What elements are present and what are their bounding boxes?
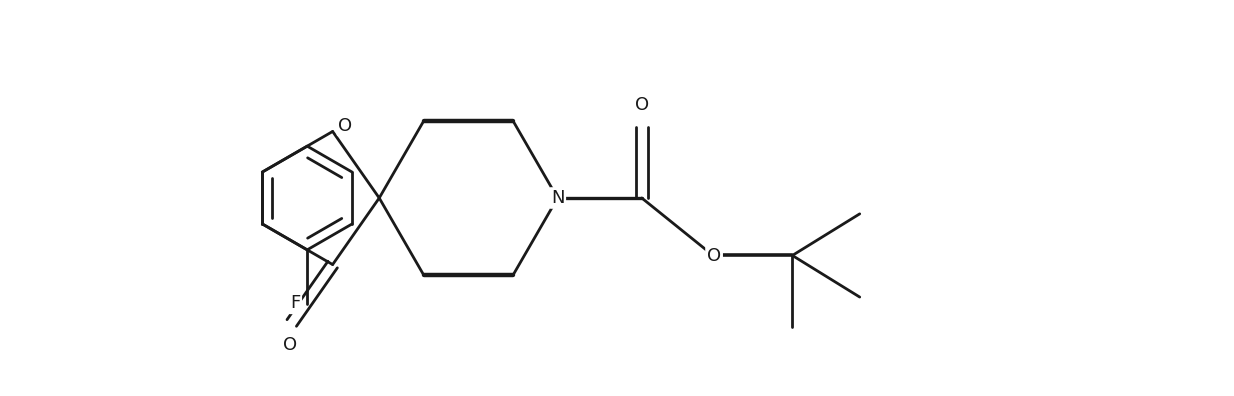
Text: O: O: [338, 116, 353, 135]
Text: O: O: [707, 248, 721, 265]
Text: O: O: [634, 96, 649, 114]
Text: N: N: [550, 189, 564, 207]
Text: O: O: [283, 336, 297, 354]
Text: F: F: [290, 294, 300, 312]
